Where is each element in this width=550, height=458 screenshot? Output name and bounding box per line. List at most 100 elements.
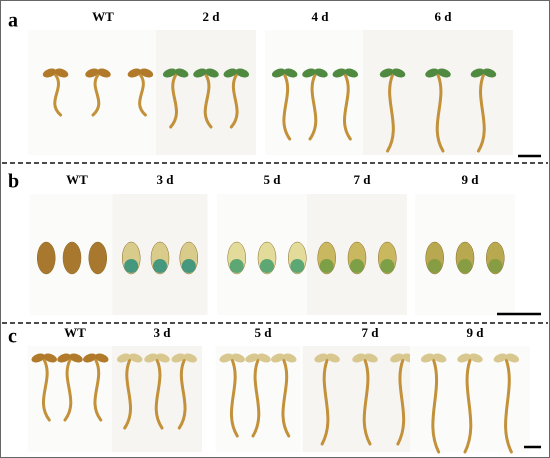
- panel-label: b: [8, 171, 19, 193]
- seedling-stem: [476, 73, 486, 153]
- cotyledon: [85, 68, 99, 78]
- seedling-stem: [251, 358, 261, 438]
- cotyledon: [314, 68, 328, 78]
- cotyledon: [271, 68, 286, 78]
- seedling-stem: [343, 73, 352, 141]
- cotyledon: [283, 353, 297, 363]
- seed-stain: [229, 259, 244, 273]
- seedling-stem: [203, 73, 213, 129]
- cotyledon: [156, 353, 170, 363]
- cotyledon: [437, 68, 451, 78]
- cotyledon: [391, 68, 406, 78]
- cotyledon: [469, 353, 483, 363]
- column-header: WT: [66, 172, 88, 187]
- cotyledon: [171, 353, 185, 363]
- seedling-stem: [53, 73, 63, 117]
- seed: [88, 241, 108, 275]
- seedling-stem: [123, 358, 133, 430]
- column-header: 9 d: [467, 325, 485, 340]
- seedling-stem: [154, 358, 164, 430]
- cotyledon: [193, 68, 207, 78]
- cotyledon: [326, 353, 340, 363]
- column-header: 5 d: [255, 325, 273, 340]
- cotyledon: [344, 68, 359, 78]
- seedling-stem: [362, 358, 372, 446]
- panels: a WT 2 d 4 d 6 d b WT 3 d 5 d 7 d 9 d c WT 3 d 5 d 7 d 9…: [8, 9, 530, 454]
- column-header: 7 d: [354, 172, 372, 187]
- cotyledon: [54, 68, 69, 78]
- seedling-stem: [431, 358, 441, 454]
- cotyledon: [493, 353, 508, 363]
- seedling-stem: [308, 73, 318, 141]
- column-header: 3 d: [154, 325, 172, 340]
- seedling-stem: [281, 358, 291, 438]
- cotyledon: [271, 353, 285, 363]
- seedling-stem: [169, 73, 178, 129]
- seed: [36, 241, 56, 275]
- cotyledon: [42, 68, 57, 78]
- column-header: WT: [92, 9, 114, 24]
- seedling-stem: [138, 73, 147, 117]
- cotyledon: [425, 68, 439, 78]
- cotyledon: [235, 68, 250, 78]
- cotyledon: [43, 353, 57, 363]
- cotyledon: [129, 353, 143, 363]
- cotyledon: [332, 68, 347, 78]
- cotyledon: [505, 353, 520, 363]
- seedling-stem: [282, 73, 292, 141]
- cotyledon: [69, 353, 83, 363]
- cotyledon: [83, 353, 97, 363]
- cotyledon: [162, 68, 177, 78]
- column-header: 3 d: [157, 172, 175, 187]
- column-header: 9 d: [462, 172, 480, 187]
- cotyledon: [144, 353, 158, 363]
- cotyledon: [117, 353, 131, 363]
- column-header: 6 d: [435, 9, 453, 24]
- column-header: 2 d: [203, 9, 221, 24]
- photo: [156, 30, 256, 155]
- seed-stain: [350, 259, 364, 273]
- cotyledon: [257, 353, 271, 363]
- cotyledon: [364, 353, 378, 363]
- seedling-stem: [320, 358, 330, 446]
- seed-stain: [427, 259, 442, 273]
- cotyledon: [420, 353, 435, 363]
- cotyledon: [302, 68, 316, 78]
- seedling-stem: [229, 73, 239, 129]
- panel-label: c: [8, 326, 17, 348]
- cotyledon: [139, 68, 154, 78]
- cotyledon: [31, 353, 45, 363]
- seed-stain: [458, 259, 472, 273]
- seedling-stem: [396, 358, 406, 446]
- seedling-stem: [435, 73, 445, 153]
- cotyledon: [379, 68, 394, 78]
- seed: [62, 241, 82, 275]
- cotyledon: [223, 68, 238, 78]
- seed-stain: [260, 259, 274, 273]
- cotyledon: [283, 68, 298, 78]
- cotyledon: [205, 68, 219, 78]
- column-header: WT: [64, 325, 86, 340]
- cotyledon: [314, 353, 328, 363]
- column-header: 7 d: [362, 325, 380, 340]
- panel-label: a: [8, 10, 18, 32]
- seedling-stem: [177, 358, 187, 430]
- cotyledon: [174, 68, 189, 78]
- cotyledon: [352, 353, 366, 363]
- seed-stain: [290, 259, 305, 273]
- seed-stain: [380, 259, 395, 273]
- cotyledon: [95, 353, 109, 363]
- seed-stain: [319, 259, 334, 273]
- column-header: 4 d: [312, 9, 330, 24]
- seedling-stem: [93, 358, 103, 422]
- cotyledon: [183, 353, 197, 363]
- cotyledon: [219, 353, 233, 363]
- seedling-stem: [229, 358, 239, 438]
- cotyledon: [231, 353, 245, 363]
- seedling-stem: [463, 358, 473, 454]
- cotyledon: [432, 353, 447, 363]
- seed-stain: [124, 259, 139, 273]
- cotyledon: [390, 353, 404, 363]
- cotyledon: [127, 68, 142, 78]
